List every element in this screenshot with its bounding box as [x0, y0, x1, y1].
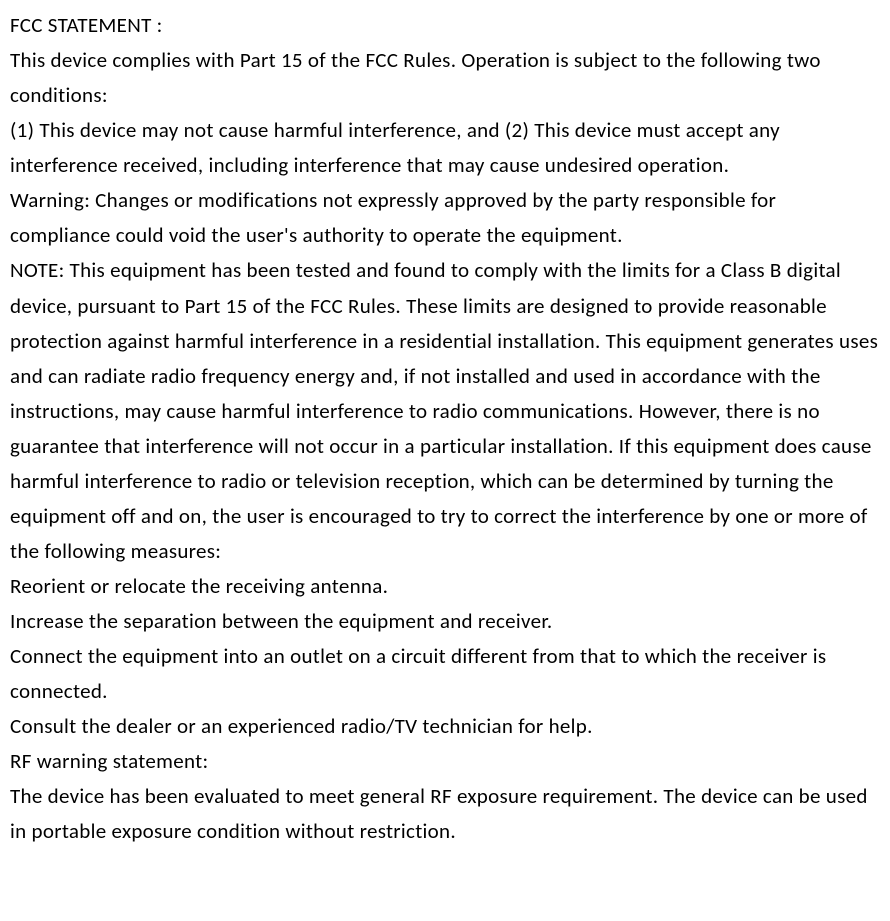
measure-separation: Increase the separation between the equi… [10, 604, 880, 639]
rf-paragraph: The device has been evaluated to meet ge… [10, 779, 880, 849]
measure-reorient: Reorient or relocate the receiving anten… [10, 569, 880, 604]
measure-outlet: Connect the equipment into an outlet on … [10, 639, 880, 709]
intro-paragraph: This device complies with Part 15 of the… [10, 43, 880, 113]
fcc-heading: FCC STATEMENT : [10, 8, 880, 43]
document-page: FCC STATEMENT : This device complies wit… [0, 0, 890, 860]
note-paragraph: NOTE: This equipment has been tested and… [10, 253, 880, 569]
warning-paragraph: Warning: Changes or modifications not ex… [10, 183, 880, 253]
conditions-paragraph: (1) This device may not cause harmful in… [10, 113, 880, 183]
rf-heading: RF warning statement: [10, 744, 880, 779]
measure-consult: Consult the dealer or an experienced rad… [10, 709, 880, 744]
